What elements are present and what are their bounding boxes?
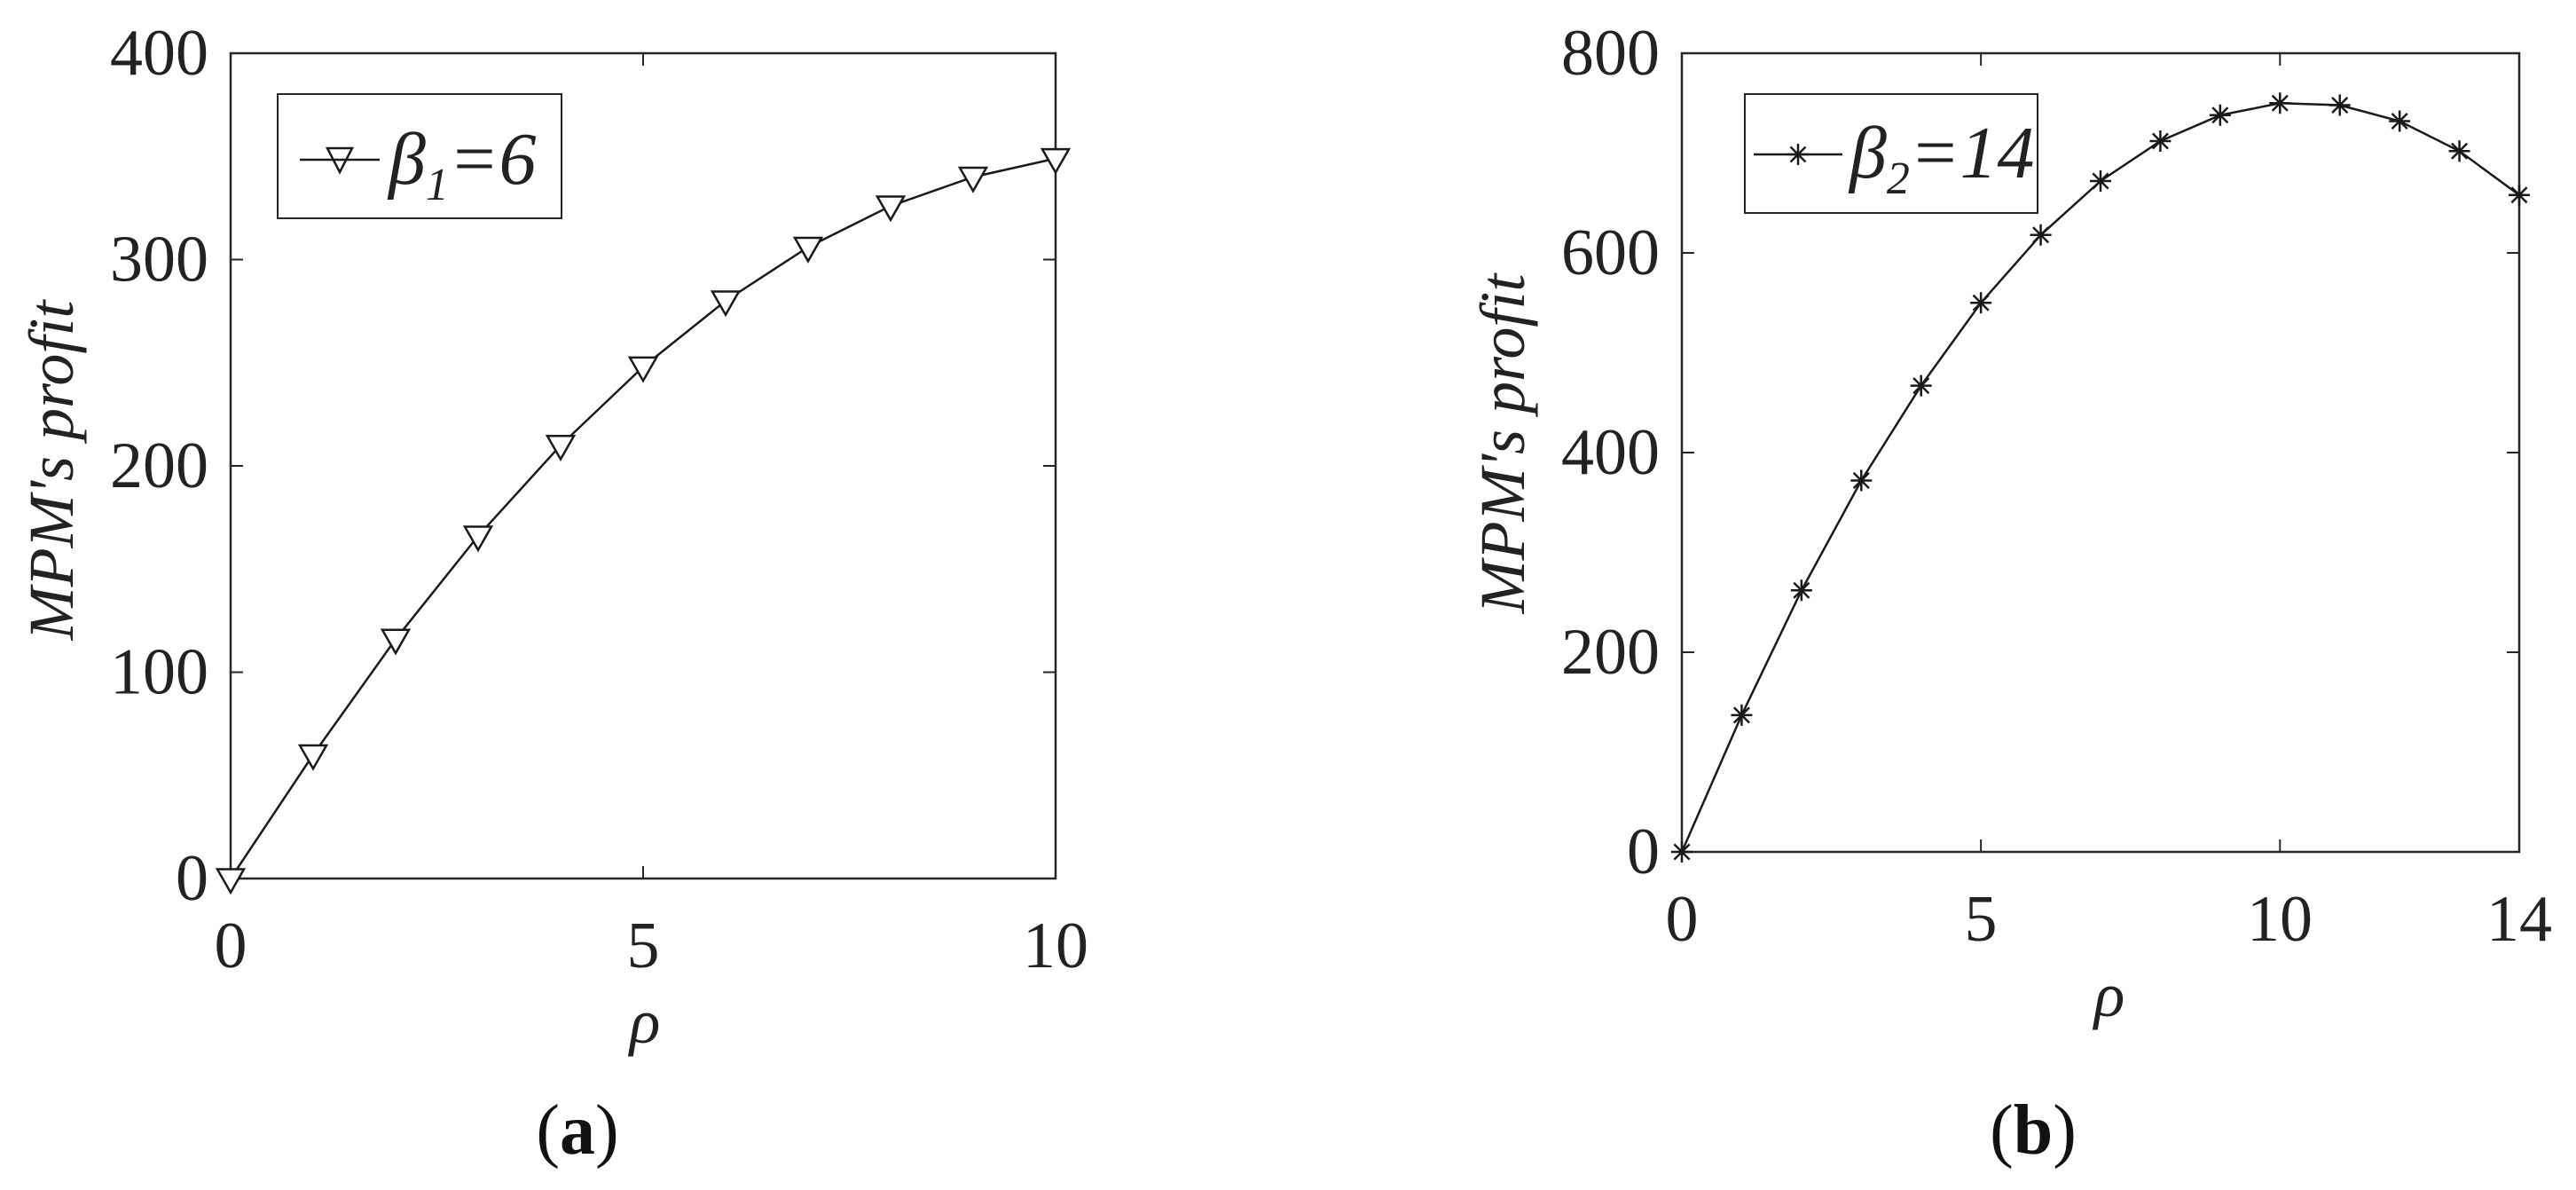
x-tick-label: 14	[2486, 883, 2552, 956]
data-point	[545, 435, 577, 462]
data-point	[462, 525, 494, 553]
data-point	[2209, 104, 2231, 126]
legend-marker-asterisk-icon	[1787, 144, 1809, 165]
data-point	[2448, 140, 2470, 162]
x-tick-label: 0	[1666, 883, 1699, 956]
chart-panel-a: 0 100 200 300 400 0 5 10 ρ MPM's profit …	[16, 17, 1088, 1170]
legend-symbol: β	[387, 118, 426, 201]
x-tick-label: 5	[1965, 883, 1998, 956]
data-point	[710, 290, 742, 318]
legend-subscript: 1	[426, 160, 449, 210]
chart-panel-b: 0 200 400 600 800 0 5 10 14 ρ MPM's prof…	[1467, 17, 2552, 1170]
y-tick-label: 400	[110, 17, 208, 90]
x-axis-title: ρ	[2093, 959, 2125, 1030]
data-point	[297, 744, 329, 771]
data-point	[1671, 841, 1692, 863]
data-point	[2269, 92, 2291, 114]
legend-subscript: 2	[1887, 154, 1910, 204]
series-group-b	[1671, 52, 2530, 863]
panel-label-b: (b)	[1990, 1091, 2077, 1170]
x-axis-title: ρ	[628, 986, 661, 1057]
x-tick-label: 0	[215, 910, 247, 982]
data-point	[2030, 224, 2052, 246]
x-tick-label: 10	[1023, 910, 1088, 982]
data-point	[1040, 147, 1072, 175]
data-point	[627, 356, 659, 383]
data-point	[1790, 579, 1812, 602]
legend-value: =14	[1910, 112, 2035, 194]
data-point	[1970, 292, 1992, 314]
data-point	[875, 195, 907, 223]
legend-symbol: β	[1848, 112, 1887, 194]
y-axis-title: MPM's profit	[1467, 272, 1538, 615]
data-point	[2329, 94, 2351, 116]
legend-box	[277, 93, 562, 219]
y-tick-label: 200	[110, 430, 208, 502]
legend-b: β2=14	[1744, 93, 2038, 214]
legend-label: β2=14	[1848, 112, 2035, 204]
data-point	[1910, 374, 1932, 397]
data-point	[1731, 704, 1753, 726]
x-tick-label: 5	[627, 910, 660, 982]
y-tick-label: 600	[1561, 217, 1660, 289]
x-tick-label: 10	[2247, 883, 2313, 956]
legend-label: β1=6	[387, 118, 537, 210]
data-point	[2090, 170, 2111, 192]
data-point	[2149, 130, 2172, 152]
legend-marker-triangle-icon	[325, 146, 355, 175]
y-axis-title: MPM's profit	[16, 299, 87, 642]
panel-label-a: (a)	[536, 1091, 618, 1170]
y-tick-label: 0	[1627, 816, 1660, 888]
y-tick-label: 400	[1561, 416, 1660, 489]
legend-value: =6	[449, 118, 537, 201]
data-point	[1850, 469, 1873, 492]
y-tick-label: 200	[1561, 616, 1660, 689]
data-point	[2509, 184, 2530, 206]
data-point	[2389, 110, 2411, 132]
data-point	[957, 166, 989, 193]
y-tick-label: 100	[110, 636, 208, 709]
legend-a: β1=6	[277, 93, 562, 219]
data-point	[792, 236, 824, 264]
data-point	[215, 868, 247, 895]
y-tick-label: 300	[110, 224, 208, 296]
data-point	[380, 628, 412, 656]
series-group-a	[215, 52, 1072, 895]
y-tick-label: 800	[1561, 17, 1660, 90]
y-tick-label: 0	[176, 842, 208, 915]
